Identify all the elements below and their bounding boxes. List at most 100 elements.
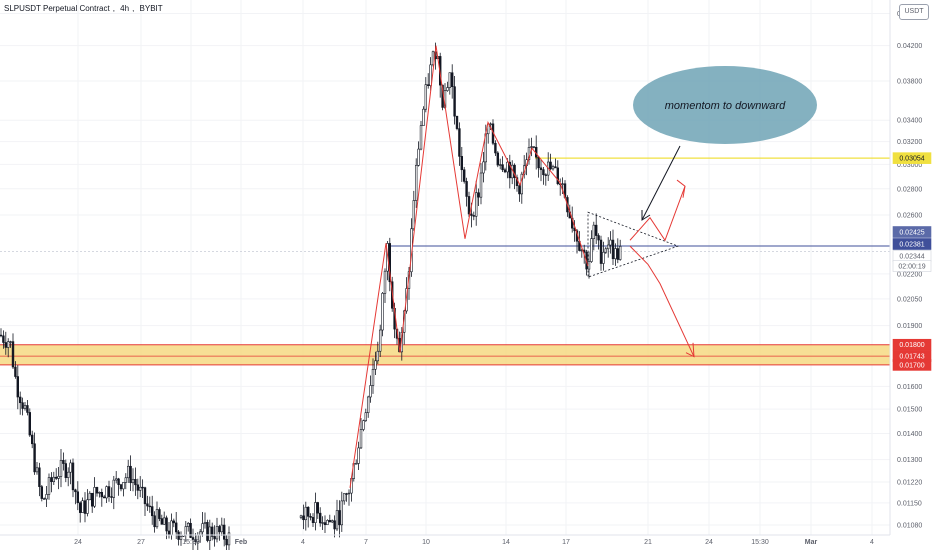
- candle-body: [131, 478, 135, 484]
- candle-body: [362, 420, 365, 430]
- candle-body: [225, 538, 228, 546]
- candle-body: [59, 460, 63, 477]
- candle-body: [470, 213, 473, 216]
- candle-body: [38, 467, 41, 487]
- candle-body: [50, 477, 53, 482]
- candle-body: [47, 477, 51, 495]
- candle-body: [462, 169, 466, 182]
- candle-body: [302, 515, 305, 521]
- candle-body: [28, 412, 31, 436]
- candle-body: [376, 350, 379, 362]
- candle-body: [211, 526, 214, 537]
- candle-body: [201, 523, 204, 533]
- candle-body: [30, 434, 34, 445]
- price-tag: [892, 152, 932, 164]
- candle-body: [54, 476, 58, 479]
- candle-body: [95, 487, 99, 494]
- candle-body: [9, 341, 12, 343]
- x-tick-label: 7: [364, 539, 368, 546]
- currency-button[interactable]: USDT: [899, 4, 929, 20]
- candle-body: [359, 429, 363, 449]
- candle-body: [163, 517, 166, 525]
- pointer-arrow: [641, 145, 681, 221]
- candle-body: [549, 161, 552, 170]
- price-tag-label: 0.03054: [899, 156, 924, 163]
- candle-body: [208, 526, 211, 541]
- y-tick-label: 0.02600: [897, 212, 922, 219]
- arrow-head: [685, 342, 695, 358]
- y-tick-label: 0.03400: [897, 118, 922, 125]
- candle-body: [218, 526, 221, 533]
- candle-body: [227, 532, 231, 546]
- candle-body: [184, 526, 187, 536]
- candle-body: [419, 125, 423, 150]
- candle-body: [153, 515, 156, 528]
- candle-body: [532, 146, 536, 148]
- candle-body: [556, 167, 560, 185]
- annotation-text: momentom to downward: [665, 100, 786, 112]
- candle-body: [494, 142, 497, 154]
- candle-body: [414, 165, 418, 201]
- candle-body: [530, 146, 533, 148]
- candle-body: [57, 476, 60, 479]
- candle-body: [354, 463, 358, 465]
- candle-body: [431, 51, 435, 66]
- candle-body: [170, 520, 173, 536]
- candle-body: [119, 484, 123, 490]
- candle-body: [33, 443, 36, 473]
- candle-body: [333, 520, 336, 530]
- candle-body: [69, 462, 72, 473]
- bearish-scenario-arrow: [629, 245, 695, 357]
- candle-body: [129, 465, 132, 484]
- candle-body: [501, 164, 504, 171]
- candle-body: [518, 185, 521, 195]
- candle-body: [115, 478, 118, 481]
- candle-body: [330, 520, 334, 523]
- candle-body: [554, 166, 557, 169]
- x-tick-label: 15:30: [751, 539, 769, 546]
- x-tick-label: 27: [137, 539, 145, 546]
- arrow-head: [676, 179, 686, 198]
- candle-body: [71, 462, 75, 491]
- candle-body: [42, 498, 46, 500]
- candle-body: [465, 181, 468, 197]
- candle-body: [160, 518, 163, 525]
- candle-body: [477, 192, 480, 198]
- candle-body: [482, 161, 485, 174]
- candle-body: [64, 463, 68, 478]
- candle-body: [206, 522, 209, 541]
- candle-body: [609, 239, 612, 246]
- price-tag: [892, 238, 932, 250]
- candle-body: [323, 522, 327, 526]
- candle-body: [544, 174, 548, 176]
- candle-body: [134, 478, 137, 486]
- candle-body: [513, 164, 516, 179]
- candle-body: [220, 524, 223, 533]
- candle-body: [378, 329, 382, 352]
- candle-body: [148, 505, 151, 508]
- arrow-head: [641, 210, 651, 221]
- y-tick-label: 0.03200: [897, 139, 922, 146]
- candle-body: [179, 536, 183, 540]
- price-tag: [892, 338, 932, 351]
- candle-body: [455, 115, 459, 129]
- candle-body: [602, 251, 605, 264]
- candle-body: [458, 128, 461, 157]
- candle-body: [16, 376, 19, 398]
- candle-body: [467, 196, 471, 215]
- candle-body: [215, 526, 219, 540]
- candle-body: [306, 506, 310, 517]
- x-tick-label: 4: [301, 539, 305, 546]
- candle-body: [309, 516, 312, 518]
- candle-body: [18, 396, 22, 404]
- candle-body: [93, 487, 96, 507]
- candle-body: [165, 517, 168, 532]
- y-tick-label: 0.01400: [897, 431, 922, 438]
- candle-body: [151, 506, 154, 517]
- candle-body: [79, 502, 82, 513]
- y-tick-label: 0.04200: [897, 43, 922, 50]
- candle-body: [314, 502, 317, 524]
- candle-body: [371, 368, 375, 386]
- candle-body: [618, 246, 622, 260]
